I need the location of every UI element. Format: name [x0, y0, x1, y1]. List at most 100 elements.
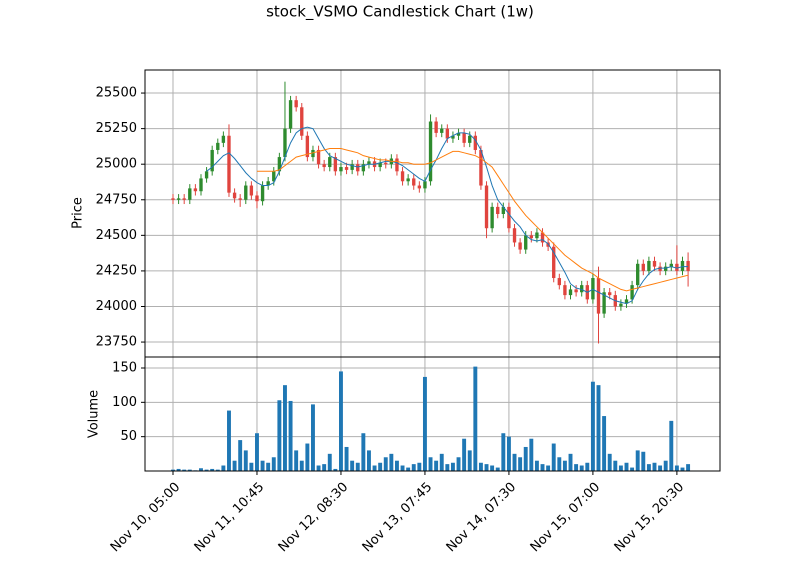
volume-bar [383, 457, 388, 471]
volume-bar [529, 438, 534, 471]
volume-bar [585, 462, 590, 471]
candle-body [283, 128, 287, 158]
candle-body [591, 278, 595, 300]
candle-body [188, 188, 192, 200]
candle-body [574, 289, 578, 293]
volume-tick-label: 150 [112, 360, 137, 375]
volume-bar [467, 450, 472, 471]
volume-bar [484, 464, 489, 471]
volume-bar [669, 420, 674, 471]
candle-body [686, 260, 690, 271]
candle-body [580, 285, 584, 293]
volume-bar [540, 464, 545, 471]
y-tick-label: 24500 [96, 228, 137, 243]
candle-body [608, 292, 612, 296]
volume-bar [534, 460, 539, 471]
candle-body [675, 263, 679, 271]
candle-body [652, 260, 657, 267]
candle-body [434, 121, 438, 133]
volume-frame [144, 356, 721, 472]
volume-bar [557, 457, 562, 471]
candle-body [356, 164, 360, 172]
volume-bar [182, 469, 187, 471]
volume-bar [512, 453, 517, 471]
candle-body [182, 198, 186, 200]
candle-body [479, 149, 483, 186]
volume-bar [473, 366, 478, 471]
candle-body [501, 206, 506, 214]
volume-bar [299, 460, 304, 471]
volume-bar [574, 464, 579, 471]
candle-body [484, 185, 489, 229]
candle-body [316, 149, 321, 165]
candle-body [624, 299, 629, 304]
candle-body [350, 164, 354, 170]
volume-bar [271, 457, 276, 471]
volume-bar [344, 446, 349, 471]
chart-title: stock_VSMO Candlestick Chart (1w) [266, 3, 534, 22]
volume-bar [372, 465, 377, 471]
volume-bar [506, 436, 511, 471]
volume-bar [624, 462, 629, 471]
candle-body [417, 185, 422, 189]
volume-bar [238, 440, 243, 471]
volume-bar [674, 465, 679, 471]
candle-body [596, 278, 601, 314]
volume-bar [288, 400, 293, 471]
volume-bar [232, 460, 237, 471]
candle-body [636, 263, 640, 286]
candle-body [518, 242, 522, 250]
volume-bar [428, 457, 433, 471]
candle-body [535, 232, 539, 239]
candle-body [311, 149, 315, 158]
candle-body [266, 181, 270, 186]
volume-bar [686, 464, 691, 471]
candle-body [451, 135, 455, 139]
candle-body [333, 157, 338, 172]
volume-bar [546, 465, 551, 471]
candle-body [193, 188, 198, 192]
volume-bar [663, 460, 668, 471]
volume-bar [411, 464, 416, 471]
volume-bar [394, 460, 399, 471]
y-tick-label: 25000 [96, 157, 137, 172]
volume-bar [255, 433, 259, 471]
volume-bar [277, 400, 282, 471]
x-tick-label: Nov 13, 07:45 [360, 480, 436, 556]
candle-body [664, 266, 668, 271]
y-tick-label: 24250 [96, 263, 137, 278]
volume-bar [221, 465, 226, 471]
volume-axis-label: Volume [87, 390, 102, 438]
candle-body [272, 171, 276, 182]
candle-body [507, 206, 511, 229]
y-tick-label: 25500 [96, 86, 137, 101]
volume-bar [568, 453, 573, 471]
candle-body [568, 289, 573, 296]
volume-bar [283, 385, 287, 471]
volume-bar [618, 465, 623, 471]
candle-body [658, 266, 662, 271]
x-tick-label: Nov 12, 08:30 [276, 480, 352, 556]
volume-bar [590, 381, 595, 471]
volume-bar [596, 385, 601, 471]
volume-bar [658, 465, 663, 471]
candle-body [361, 164, 366, 172]
candle-body [529, 235, 533, 239]
volume-bar [338, 371, 343, 471]
volume-bar [249, 462, 254, 471]
x-tick-label: Nov 15, 20:30 [612, 480, 688, 556]
volume-bar [333, 468, 338, 471]
candle-body [260, 185, 265, 202]
volume-bar [266, 462, 271, 471]
candle-body [524, 235, 528, 250]
candle-body [540, 232, 545, 243]
candle-body [619, 303, 623, 307]
candle-body [473, 135, 478, 150]
candle-body [428, 121, 433, 182]
candle-body [440, 128, 444, 133]
volume-bar [215, 469, 220, 471]
volume-bar [523, 446, 528, 471]
candle-body [277, 157, 282, 172]
candle-body [232, 192, 237, 199]
